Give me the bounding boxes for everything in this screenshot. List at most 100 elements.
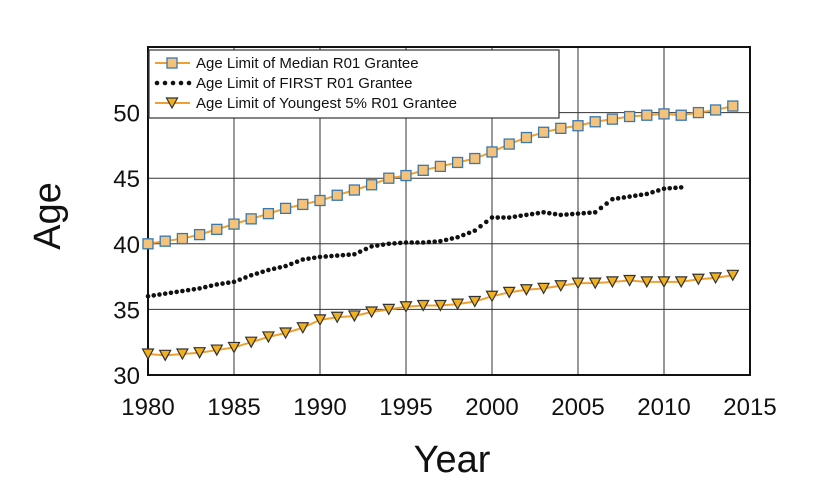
- data-point: [314, 194, 326, 207]
- plot-frame: [147, 46, 751, 376]
- y-tick-label: 30: [113, 363, 140, 390]
- data-point: [592, 210, 598, 215]
- data-point: [658, 108, 670, 120]
- data-point: [644, 191, 650, 197]
- data-point: [175, 348, 189, 361]
- legend-swatch-marker: [165, 97, 179, 110]
- data-point: [438, 238, 443, 244]
- data-point: [145, 293, 151, 299]
- legend-box: [148, 49, 560, 119]
- data-point: [472, 228, 478, 233]
- dotted-line-dot: [547, 210, 552, 216]
- data-point: [296, 322, 310, 335]
- dotted-line-dot: [277, 265, 283, 270]
- y-tick-label: 35: [113, 297, 140, 324]
- legend-swatch-marker: [166, 57, 178, 69]
- data-point: [193, 228, 206, 241]
- data-point: [193, 347, 207, 359]
- data-point: [433, 299, 447, 312]
- data-point: [248, 272, 254, 278]
- data-point: [180, 288, 185, 294]
- dotted-line-dot: [363, 246, 369, 252]
- data-point: [142, 238, 154, 250]
- dotted-line-dot: [564, 212, 569, 217]
- data-point: [159, 235, 171, 247]
- dotted-line-dot: [615, 196, 621, 201]
- dotted-line-dot: [466, 230, 472, 236]
- data-point: [365, 179, 378, 191]
- x-tick-label: 1985: [207, 394, 260, 421]
- dotted-line-dot: [529, 211, 535, 217]
- dotted-line-dot: [220, 281, 225, 286]
- data-point: [386, 241, 392, 247]
- data-point: [661, 186, 667, 191]
- data-point: [537, 126, 550, 138]
- data-point: [485, 290, 499, 303]
- x-tick-label: 2005: [551, 394, 604, 421]
- dotted-line-dot: [392, 241, 397, 246]
- dotted-line-dot: [237, 277, 243, 282]
- series-3: [141, 269, 740, 362]
- data-point: [334, 253, 340, 258]
- data-point: [558, 212, 564, 218]
- dotted-line-dot: [495, 215, 501, 220]
- data-point: [726, 269, 740, 282]
- dotted-line-dot: [483, 219, 489, 225]
- data-point: [434, 160, 447, 173]
- data-point: [709, 104, 722, 116]
- dotted-line-dot: [203, 284, 208, 290]
- legend-swatch-dot: [170, 80, 176, 86]
- data-point: [657, 276, 671, 289]
- data-point: [141, 348, 155, 361]
- dotted-line-dot: [225, 280, 231, 286]
- legend-label: Age Limit of Youngest 5% R01 Grantee: [196, 95, 457, 112]
- data-point: [227, 341, 241, 354]
- x-tick-label: 1980: [121, 394, 174, 421]
- x-tick-label: 2000: [465, 394, 518, 421]
- dotted-line-dot: [552, 211, 558, 217]
- data-point: [571, 277, 585, 290]
- dotted-line-dot: [311, 255, 317, 261]
- dotted-line-dot: [638, 192, 644, 198]
- data-point: [283, 263, 288, 269]
- data-point: [537, 282, 551, 295]
- dotted-line-dot: [535, 210, 541, 216]
- data-point: [554, 280, 568, 293]
- data-point: [245, 213, 257, 225]
- data-point: [352, 251, 357, 257]
- data-point: [606, 113, 619, 125]
- data-point: [678, 185, 684, 190]
- dotted-line-dot: [667, 185, 673, 191]
- data-point: [420, 240, 426, 245]
- data-point: [575, 211, 581, 216]
- dotted-line-dot: [569, 211, 575, 217]
- data-point: [455, 234, 460, 240]
- dotted-line-dot: [191, 286, 197, 292]
- data-point: [524, 212, 529, 218]
- data-point: [572, 120, 584, 132]
- data-point: [228, 218, 240, 230]
- data-point: [400, 169, 412, 182]
- data-point: [231, 279, 237, 285]
- data-point: [610, 196, 615, 202]
- dotted-line-dot: [323, 254, 329, 259]
- y-tick-label: 45: [113, 166, 140, 193]
- data-point: [300, 257, 306, 262]
- dotted-line-dot: [650, 189, 655, 195]
- dotted-line-dot: [157, 292, 162, 297]
- dotted-line-dot: [375, 243, 380, 248]
- dotted-line-dot: [461, 232, 466, 238]
- data-point: [297, 198, 309, 211]
- data-point: [489, 215, 495, 220]
- data-point: [503, 138, 515, 150]
- data-point: [279, 202, 292, 215]
- series-1: [142, 100, 739, 250]
- data-point: [709, 272, 723, 285]
- data-point: [210, 344, 224, 357]
- data-point: [369, 244, 374, 249]
- data-point: [317, 254, 323, 260]
- dotted-line-dot: [426, 239, 432, 245]
- data-point: [451, 156, 464, 169]
- data-point: [403, 240, 409, 245]
- data-point: [261, 331, 275, 344]
